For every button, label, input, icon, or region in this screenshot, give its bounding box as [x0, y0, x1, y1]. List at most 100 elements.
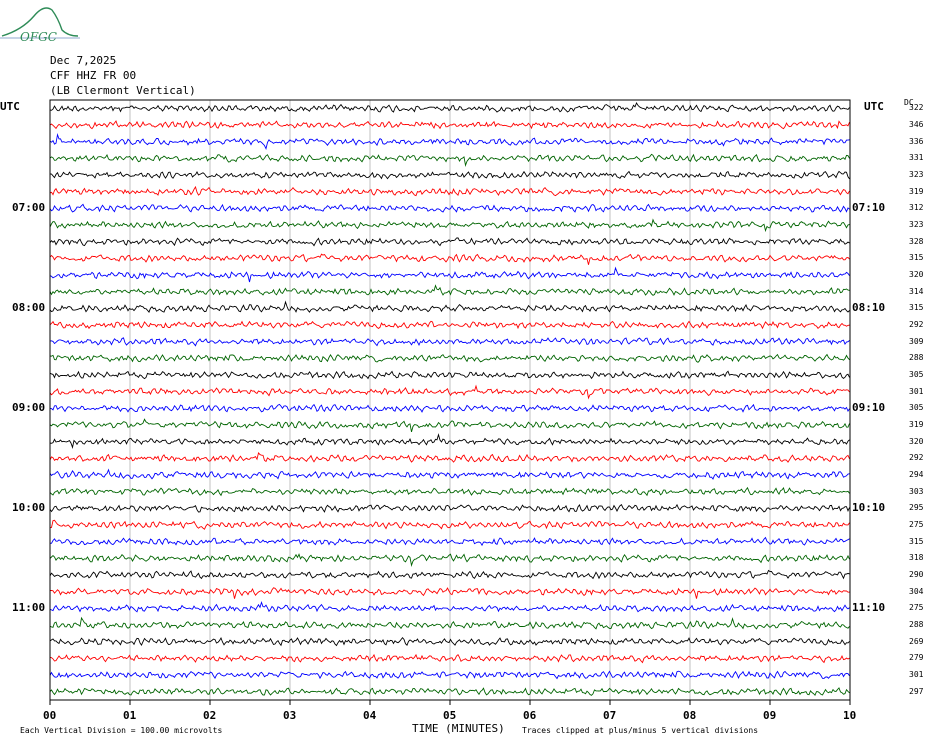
dc-offset-label: 279 [909, 653, 924, 663]
dc-offset-label: 305 [909, 403, 924, 413]
dc-offset-label: 290 [909, 570, 924, 579]
left-axis-title: UTC [0, 100, 20, 113]
trace-line-20 [49, 418, 850, 433]
trace-line-36 [49, 687, 850, 697]
trace-line-24 [49, 486, 850, 497]
trace-line-21 [49, 433, 850, 450]
dc-offset-label: 305 [909, 370, 924, 379]
trace-line-33 [49, 636, 850, 647]
trace-line-2 [49, 120, 850, 130]
dc-offset-label: 336 [909, 136, 924, 146]
dc-offset-label: 315 [909, 253, 924, 263]
right-axis-title: UTC [864, 100, 884, 113]
dc-offset-label: 315 [909, 536, 924, 546]
x-tick-label: 01 [123, 709, 137, 722]
right-time-label: 07:10 [852, 201, 886, 215]
left-time-label: 08:00 [12, 301, 46, 315]
x-tick-label: 04 [363, 709, 377, 722]
trace-line-30 [50, 587, 850, 599]
footnote-clip: Traces clipped at plus/minus 5 vertical … [522, 726, 759, 735]
x-tick-label: 02 [203, 709, 217, 722]
dc-offset-label: 301 [909, 670, 924, 679]
dc-offset-label: 322 [909, 103, 924, 113]
trace-line-6 [49, 185, 850, 197]
dc-offset-label: 314 [909, 286, 924, 296]
trace-line-27 [49, 536, 850, 547]
header-station: CFF HHZ FR 00 [50, 69, 137, 82]
dc-offset-label: 318 [909, 553, 924, 563]
x-tick-label: 00 [43, 709, 57, 722]
trace-line-34 [49, 653, 850, 664]
x-tick-label: 08 [683, 709, 697, 722]
x-tick-label: 10 [843, 709, 857, 722]
dc-offset-label: 304 [909, 586, 924, 596]
header-date: Dec 7,2025 [50, 54, 117, 67]
x-tick-label: 07 [603, 709, 617, 722]
x-tick-label: 06 [523, 709, 537, 722]
dc-title: DC [904, 98, 914, 107]
dc-offset-label: 320 [909, 436, 924, 446]
left-time-label: 11:00 [12, 601, 46, 615]
dc-offset-label: 294 [909, 470, 924, 479]
trace-line-18 [49, 384, 850, 400]
trace-line-7 [49, 203, 850, 213]
trace-line-17 [49, 370, 850, 380]
trace-line-8 [49, 218, 850, 233]
trace-line-23 [49, 468, 850, 480]
dc-offset-label: 328 [909, 236, 924, 246]
dc-offset-label: 275 [909, 603, 924, 613]
dc-offset-label: 315 [909, 303, 924, 313]
trace-line-15 [49, 337, 850, 347]
trace-line-1 [49, 102, 850, 113]
dc-offset-label: 346 [909, 120, 924, 129]
left-time-label: 09:00 [12, 401, 46, 415]
dc-offset-label: 303 [909, 486, 924, 496]
right-time-label: 11:10 [852, 601, 886, 615]
dc-offset-label: 269 [909, 636, 924, 646]
dc-offset-label: 319 [909, 420, 924, 429]
dc-offset-label: 331 [909, 153, 924, 163]
x-axis-label: TIME (MINUTES) [412, 722, 505, 735]
right-time-label: 10:10 [852, 501, 886, 515]
dc-offset-label: 309 [909, 336, 924, 346]
trace-line-4 [49, 153, 850, 168]
dc-offset-label: 297 [909, 686, 924, 696]
trace-line-16 [49, 353, 850, 363]
trace-line-9 [49, 237, 850, 247]
dc-offset-label: 319 [909, 186, 924, 196]
header-location: (LB Clermont Vertical) [50, 84, 196, 97]
trace-line-28 [49, 553, 850, 568]
dc-offset-label: 323 [909, 220, 924, 229]
trace-line-11 [49, 266, 850, 283]
trace-line-26 [49, 519, 850, 530]
right-time-label: 09:10 [852, 401, 886, 415]
trace-line-25 [49, 503, 850, 513]
footnote-scale: Each Vertical Division = 100.00 microvol… [20, 726, 223, 735]
trace-line-13 [49, 300, 850, 313]
dc-offset-label: 301 [909, 386, 924, 396]
x-tick-label: 05 [443, 709, 457, 722]
trace-line-3 [49, 132, 850, 151]
trace-line-12 [49, 284, 850, 296]
traces [49, 102, 850, 697]
trace-line-35 [49, 670, 850, 680]
dc-offset-label: 312 [909, 203, 924, 213]
left-time-label: 07:00 [12, 201, 46, 215]
dc-offset-label: 288 [909, 353, 924, 363]
dc-offset-label: 275 [909, 520, 924, 529]
ofgc-logo: OFGC [0, 7, 80, 44]
dc-offset-label: 292 [909, 453, 924, 463]
trace-line-5 [49, 170, 850, 180]
dc-offset-label: 288 [909, 620, 924, 629]
x-tick-label: 03 [283, 709, 297, 722]
dc-offset-label: 295 [909, 503, 924, 513]
trace-line-14 [49, 320, 850, 330]
trace-line-29 [49, 569, 850, 580]
trace-line-31 [49, 600, 850, 613]
left-time-label: 10:00 [12, 501, 46, 515]
logo-mountain-outline [1, 7, 79, 37]
x-ticks [49, 700, 851, 705]
x-tick-label: 09 [763, 709, 777, 722]
dc-offset-label: 320 [909, 270, 924, 279]
